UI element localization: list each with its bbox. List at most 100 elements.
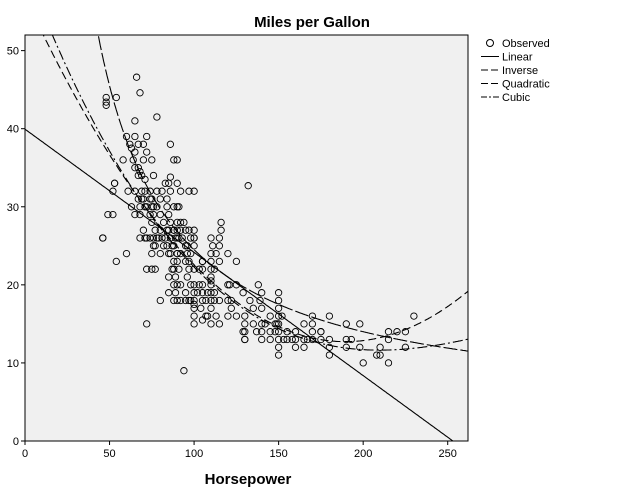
observed-point <box>303 335 312 344</box>
observed-point <box>132 73 141 81</box>
observed-point <box>131 148 139 156</box>
observed-point <box>139 226 148 234</box>
observed-point <box>210 296 219 305</box>
observed-point <box>212 249 220 258</box>
x-tick-label: 150 <box>269 448 287 460</box>
observed-point <box>252 328 261 336</box>
observed-point <box>185 226 193 234</box>
observed-point <box>170 156 178 164</box>
observed-point <box>266 312 274 320</box>
observed-point <box>198 296 207 305</box>
y-tick-label: 50 <box>7 46 19 58</box>
observed-point <box>356 343 364 351</box>
x-tick-label: 0 <box>22 448 28 460</box>
observed-point <box>171 273 180 281</box>
observed-point <box>148 195 156 203</box>
observed-point <box>185 265 193 273</box>
observed-point <box>148 265 156 273</box>
observed-point <box>410 312 418 320</box>
observed-point <box>190 234 198 242</box>
observed-point <box>256 296 264 305</box>
legend-inverse-label: Inverse <box>502 65 538 77</box>
observed-point <box>202 296 210 305</box>
observed-point <box>210 289 219 297</box>
observed-point <box>190 187 198 195</box>
x-tick-label: 100 <box>185 448 203 460</box>
observed-point <box>176 296 185 305</box>
plot-frame <box>24 34 469 442</box>
observed-point <box>359 359 367 367</box>
x-tick-label: 250 <box>439 448 457 460</box>
observed-point <box>401 343 410 351</box>
observed-point <box>232 312 241 320</box>
curve-inverse <box>97 35 468 352</box>
observed-point <box>356 320 364 328</box>
observed-point <box>176 187 185 195</box>
curve-cubic <box>51 35 468 351</box>
observed-point <box>134 140 142 148</box>
observed-point <box>136 167 144 176</box>
observed-point <box>183 273 191 281</box>
observed-point <box>325 312 334 320</box>
x-tick-label: 200 <box>354 448 372 460</box>
observed-point <box>300 343 308 351</box>
observed-point <box>217 226 225 234</box>
observed-point <box>274 289 283 297</box>
legend-observed-label: Observed <box>502 38 550 50</box>
observed-point <box>207 273 215 281</box>
observed-point <box>198 281 207 289</box>
observed-point <box>266 328 274 336</box>
observed-point <box>131 210 139 219</box>
observed-point <box>180 218 188 227</box>
observed-point <box>139 140 148 148</box>
observed-point <box>207 289 215 297</box>
observed-point <box>143 148 151 156</box>
observed-point <box>185 187 193 195</box>
observed-point <box>170 257 178 266</box>
observed-point <box>308 312 317 320</box>
observed-point <box>215 257 224 266</box>
observed-point <box>207 320 215 328</box>
observed-point <box>173 281 181 289</box>
legend-cubic-label: Cubic <box>502 92 531 104</box>
observed-point <box>288 335 296 344</box>
observed-point <box>149 171 158 180</box>
observed-point <box>271 328 279 336</box>
observed-point <box>173 257 181 266</box>
observed-point <box>173 249 181 258</box>
y-tick-label: 10 <box>7 358 19 370</box>
observed-point <box>198 289 207 297</box>
observed-point <box>170 265 178 273</box>
x-axis-title: Horsepower <box>205 471 292 488</box>
observed-point <box>171 289 180 297</box>
observed-point <box>119 156 127 164</box>
observed-point <box>153 187 161 195</box>
observed-point <box>109 210 117 219</box>
observed-point <box>156 296 164 305</box>
observed-point <box>136 89 144 97</box>
observed-point <box>241 320 249 328</box>
observed-point <box>146 210 154 219</box>
observed-point <box>104 210 112 219</box>
observed-point <box>244 182 252 190</box>
observed-point <box>151 265 159 273</box>
observed-point <box>291 335 300 344</box>
observed-point <box>190 300 198 309</box>
observed-point <box>308 328 317 336</box>
observed-point <box>207 265 215 273</box>
observed-point <box>156 210 164 219</box>
observed-point <box>127 203 136 211</box>
observed-point <box>215 320 224 328</box>
observed-point <box>180 367 188 375</box>
curve-quadratic <box>42 35 468 343</box>
observed-point <box>166 173 175 181</box>
observed-point <box>217 218 225 227</box>
legend-quadratic-label: Quadratic <box>502 79 550 91</box>
x-tick-label: 50 <box>103 448 115 460</box>
observed-point <box>384 359 393 367</box>
observed-point <box>134 164 142 172</box>
observed-point <box>190 289 198 297</box>
observed-point <box>176 226 185 234</box>
observed-point <box>151 226 159 234</box>
